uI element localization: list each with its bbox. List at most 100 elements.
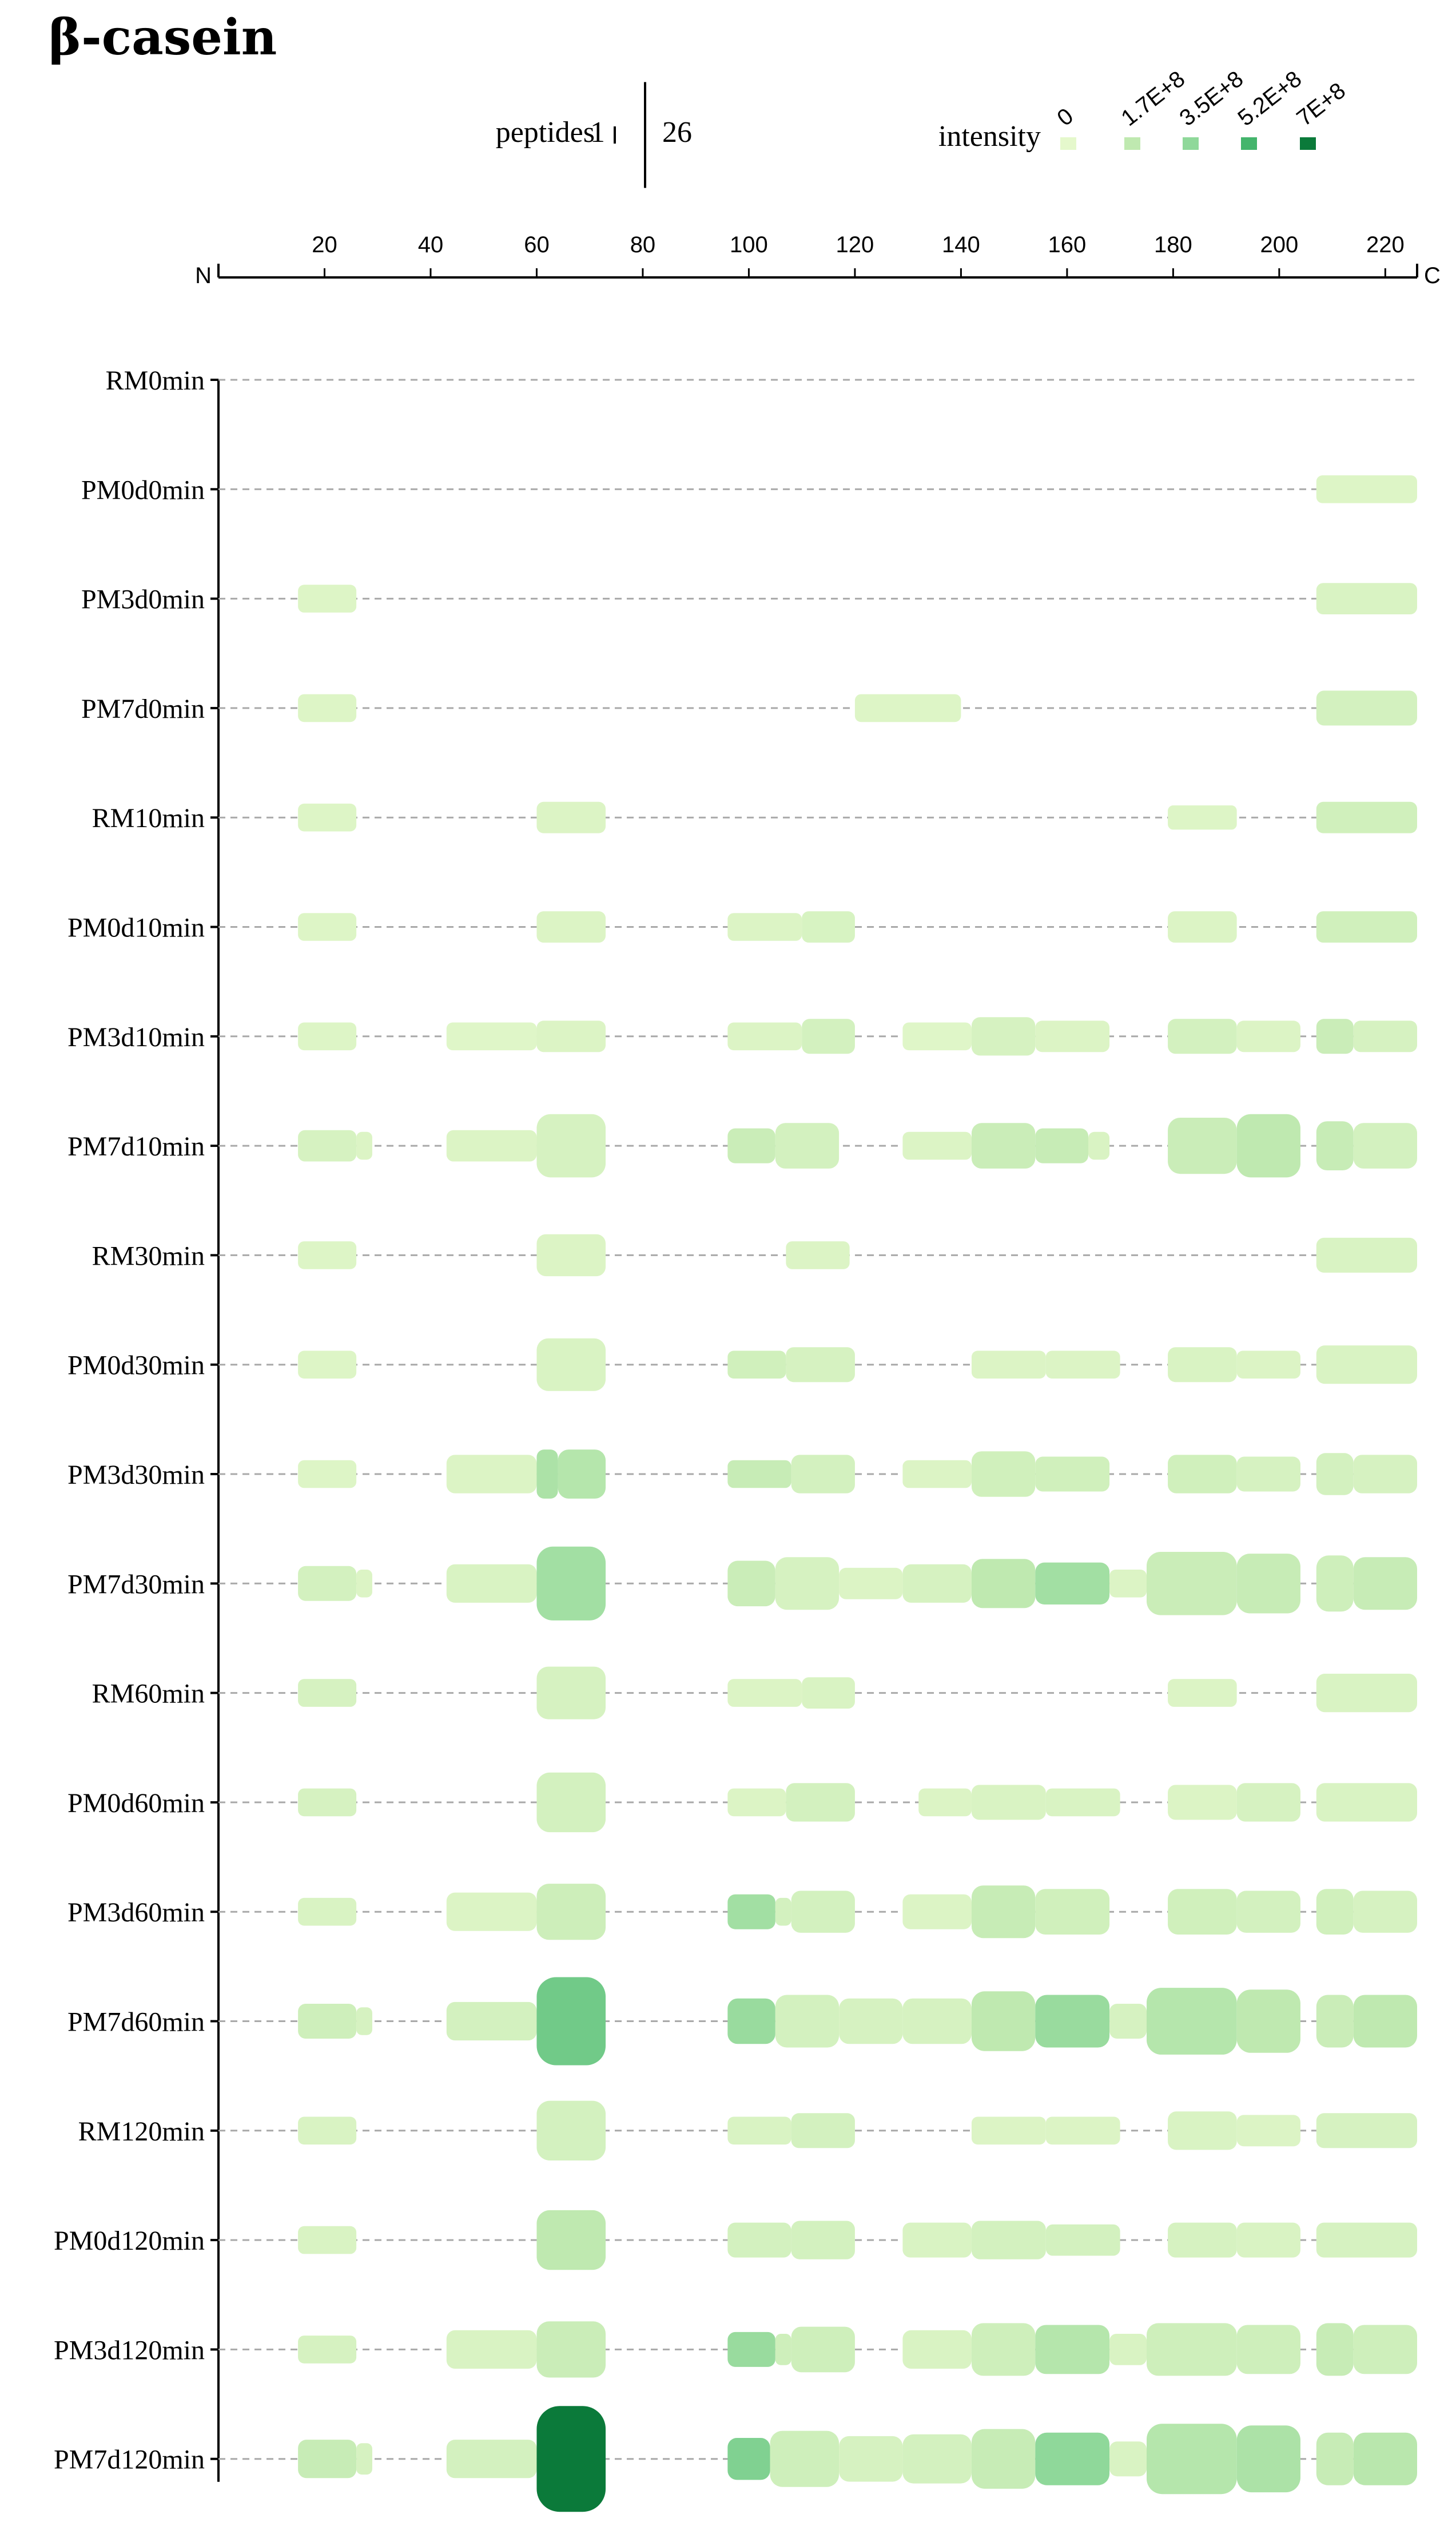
peptide-segment-1 xyxy=(536,911,606,943)
peptide-segment-1 xyxy=(446,1455,537,1494)
peptide-segment-2 xyxy=(727,1679,802,1707)
peptide-segment-8 xyxy=(971,1991,1036,2051)
peptide-segment-3 xyxy=(536,2406,606,2512)
peptide-segment-0 xyxy=(298,2226,357,2254)
peptide-segment-6 xyxy=(1168,1347,1237,1383)
row-label: PM3d10min xyxy=(67,1022,205,1053)
row-PM3d60min: PM3d60min xyxy=(67,1884,1417,1940)
peptide-segment-2 xyxy=(536,1020,606,1053)
x-tick-label-80: 80 xyxy=(630,232,656,257)
peptide-segment-13 xyxy=(1353,1123,1417,1169)
peptide-segment-3 xyxy=(727,1894,775,1929)
peptide-segment-10 xyxy=(1168,1118,1237,1174)
peptide-segment-9 xyxy=(1316,2222,1417,2258)
peptide-segment-0 xyxy=(298,1351,357,1379)
intensity-legend-label: intensity xyxy=(938,120,1041,153)
peptide-segment-5 xyxy=(775,1995,840,2048)
peptide-segment-1 xyxy=(356,2007,372,2035)
intensity-legend-swatch-3 xyxy=(1241,137,1257,150)
row-PM3d10min: PM3d10min xyxy=(67,1017,1417,1056)
peptide-segment-11 xyxy=(1147,1552,1237,1615)
peptide-segment-7 xyxy=(1168,2222,1237,2258)
peptide-segment-2 xyxy=(446,1564,537,1603)
peptide-segment-12 xyxy=(1353,1890,1417,1933)
peptide-segment-0 xyxy=(298,1788,357,1817)
intensity-legend-swatch-0 xyxy=(1060,137,1076,150)
peptide-segment-5 xyxy=(1045,2116,1120,2145)
row-PM7d10min: PM7d10min xyxy=(67,1114,1417,1178)
x-tick-label-20: 20 xyxy=(312,232,337,257)
x-tick-label-140: 140 xyxy=(942,232,980,257)
peptide-segment-7 xyxy=(971,1123,1036,1169)
peptide-segment-1 xyxy=(356,2443,372,2475)
peptide-segment-11 xyxy=(1147,1988,1237,2055)
peptide-segment-10 xyxy=(1316,1019,1354,1054)
peptide-segment-8 xyxy=(1035,1889,1110,1935)
peptide-segment-3 xyxy=(536,1114,606,1178)
intensity-legend-tick-1: 1.7E+8 xyxy=(1116,66,1190,131)
peptide-segment-8 xyxy=(1316,2113,1417,2148)
n-terminus-label: N xyxy=(195,263,212,288)
row-PM0d0min: PM0d0min xyxy=(81,475,1417,505)
peptide-segment-9 xyxy=(1109,2334,1147,2365)
peptide-segment-0 xyxy=(298,1022,357,1051)
peptide-segment-9 xyxy=(1035,1562,1110,1604)
intensity-legend-tick-0: 0 xyxy=(1052,104,1078,131)
row-label: PM3d30min xyxy=(67,1460,205,1490)
x-tick-label-200: 200 xyxy=(1260,232,1298,257)
peptide-segment-3 xyxy=(791,2113,855,2148)
row-PM7d30min: PM7d30min xyxy=(67,1546,1417,1621)
peptide-segment-12 xyxy=(1236,1989,1300,2053)
peptide-segment-14 xyxy=(1353,1995,1417,2048)
peptides-legend-min: 1 xyxy=(590,116,605,149)
peptide-segment-6 xyxy=(902,1131,972,1160)
sample-rows: RM0min PM0d0min PM3d0min PM7d0min RM10min PM0… xyxy=(54,366,1417,2512)
peptide-segment-2 xyxy=(727,2222,791,2258)
row-label: PM3d120min xyxy=(54,2335,205,2365)
peptide-segment-8 xyxy=(971,1559,1036,1608)
intensity-legend-swatch-4 xyxy=(1300,137,1316,150)
peptide-segment-2 xyxy=(536,1449,558,1499)
peptide-segment-7 xyxy=(971,1451,1036,1497)
c-terminus-label: C xyxy=(1424,263,1441,288)
peptide-segment-2 xyxy=(727,913,802,941)
row-PM3d0min: PM3d0min xyxy=(81,583,1417,615)
peptide-segment-10 xyxy=(1236,1890,1300,1933)
peptide-segment-3 xyxy=(802,911,855,943)
peptide-segment-8 xyxy=(1035,2325,1110,2374)
peptide-segment-9 xyxy=(1088,1131,1110,1160)
peptide-segment-9 xyxy=(1168,1889,1237,1935)
peptide-segment-1 xyxy=(854,694,961,722)
x-tick-label-100: 100 xyxy=(730,232,768,257)
peptide-segment-0 xyxy=(298,1679,357,1707)
peptide-segment-7 xyxy=(971,1885,1036,1939)
peptide-segment-6 xyxy=(902,2330,972,2369)
peptide-segment-7 xyxy=(1168,1785,1237,1820)
row-label: RM0min xyxy=(106,366,205,396)
row-label: PM7d10min xyxy=(67,1131,205,1162)
row-PM7d0min: PM7d0min xyxy=(81,690,1417,726)
peptide-segment-1 xyxy=(446,1892,537,1931)
peptide-segment-1 xyxy=(536,1234,606,1277)
peptide-segment-9 xyxy=(1316,1783,1417,1822)
peptide-segment-5 xyxy=(902,1022,972,1051)
row-label: RM120min xyxy=(78,2116,205,2147)
peptide-segment-6 xyxy=(971,1017,1036,1056)
intensity-legend-tick-3: 5.2E+8 xyxy=(1233,66,1306,131)
x-tick-label-60: 60 xyxy=(524,232,550,257)
row-label: PM0d0min xyxy=(81,475,205,505)
row-label: PM7d60min xyxy=(67,2007,205,2038)
peptide-segment-2 xyxy=(446,2001,537,2041)
peptide-segment-6 xyxy=(839,1567,903,1599)
x-tick-label-120: 120 xyxy=(836,232,874,257)
row-label: RM10min xyxy=(92,803,205,833)
row-PM0d10min: PM0d10min xyxy=(67,911,1417,943)
row-label: PM7d120min xyxy=(54,2445,205,2475)
peptide-segment-0 xyxy=(298,913,357,941)
peptide-segment-7 xyxy=(902,1998,972,2044)
peptide-segment-1 xyxy=(536,1666,606,1719)
x-tick-label-220: 220 xyxy=(1366,232,1405,257)
peptide-segment-2 xyxy=(727,1788,786,1817)
